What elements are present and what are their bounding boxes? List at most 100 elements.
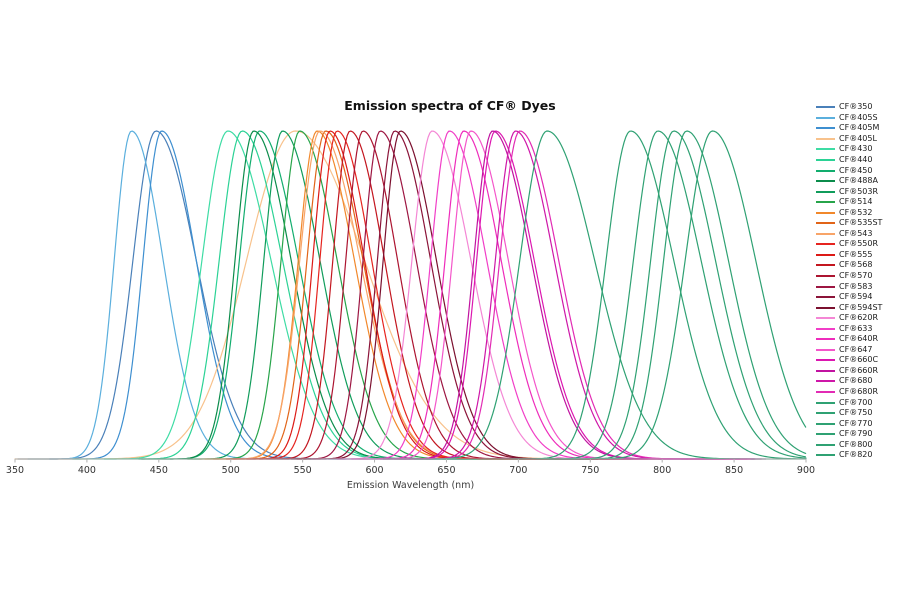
legend-item: CF®488A (816, 176, 882, 187)
legend-item: CF®430 (816, 144, 882, 155)
legend-swatch (816, 359, 835, 362)
legend-label: CF®640R (839, 334, 879, 344)
legend-swatch (816, 391, 835, 394)
legend-swatch (816, 169, 835, 172)
legend-swatch (816, 275, 835, 278)
legend-label: CF®594ST (839, 302, 883, 312)
x-axis-tick-label: 900 (797, 465, 815, 476)
legend-swatch (816, 401, 835, 404)
legend-item: CF®660R (816, 366, 882, 377)
legend-swatch (816, 433, 835, 436)
legend-item: CF®555 (816, 250, 882, 261)
x-axis-tick-label: 800 (653, 465, 671, 476)
legend-item: CF®568 (816, 260, 882, 271)
legend-label: CF®430 (839, 144, 873, 154)
legend-label: CF®535ST (839, 218, 883, 228)
legend: CF®350 CF®405S CF®405M CF®405L CF®430 CF®440 C… (816, 102, 882, 461)
legend-swatch (816, 296, 835, 299)
legend-label: CF®800 (839, 439, 873, 449)
legend-label: CF®488A (839, 176, 878, 186)
legend-swatch (816, 264, 835, 267)
x-axis-tick-label: 550 (294, 465, 312, 476)
legend-swatch (816, 159, 835, 161)
legend-swatch (816, 317, 835, 320)
legend-label: CF®820 (839, 450, 873, 460)
spectrum-curve-cf514 (186, 130, 543, 460)
legend-item: CF®450 (816, 165, 882, 176)
spectrum-curve-cf790 (535, 130, 806, 460)
x-axis-tick-label: 400 (78, 465, 96, 476)
legend-swatch (816, 443, 835, 446)
legend-item: CF®633 (816, 323, 882, 334)
legend-swatch (816, 222, 835, 225)
x-axis-tick-label: 350 (6, 465, 24, 476)
chart-title: Emission spectra of CF® Dyes (344, 98, 556, 113)
legend-label: CF®532 (839, 207, 873, 217)
legend-item: CF®532 (816, 207, 882, 218)
legend-item: CF®800 (816, 440, 882, 451)
legend-label: CF®680 (839, 376, 873, 386)
legend-swatch (816, 148, 835, 151)
legend-label: CF®555 (839, 249, 873, 259)
legend-item: CF®535ST (816, 218, 882, 229)
legend-item: CF®660C (816, 355, 882, 366)
legend-swatch (816, 306, 835, 309)
legend-swatch (816, 211, 835, 214)
spectrum-curve-cf820 (547, 130, 807, 460)
legend-swatch (816, 137, 835, 140)
legend-item: CF®640R (816, 334, 882, 345)
spectrum-curve-cf770 (510, 130, 807, 460)
legend-item: CF®503R (816, 186, 882, 197)
legend-item: CF®680R (816, 387, 882, 398)
legend-label: CF®570 (839, 271, 873, 281)
legend-item: CF®550R (816, 239, 882, 250)
legend-label: CF®633 (839, 323, 873, 333)
spectrum-curve-cf450 (138, 130, 512, 460)
legend-label: CF®514 (839, 197, 873, 207)
legend-label: CF®503R (839, 186, 879, 196)
legend-item: CF®820 (816, 450, 882, 461)
legend-swatch (816, 180, 835, 183)
legend-swatch (816, 380, 835, 383)
spectrum-curve-cf800 (547, 130, 807, 460)
legend-swatch (816, 201, 835, 204)
x-axis-tick-label: 750 (581, 465, 599, 476)
legend-item: CF®620R (816, 313, 882, 324)
legend-label: CF®568 (839, 260, 873, 270)
legend-label: CF®405L (839, 133, 877, 143)
legend-label: CF®620R (839, 313, 879, 323)
legend-label: CF®770 (839, 418, 873, 428)
legend-swatch (816, 338, 835, 341)
legend-label: CF®594 (839, 292, 873, 302)
x-axis-label: Emission Wavelength (nm) (346, 480, 475, 491)
legend-label: CF®440 (839, 155, 873, 164)
legend-item: CF®700 (816, 397, 882, 408)
spectrum-curve-cf405l (14, 130, 584, 460)
legend-label: CF®680R (839, 387, 879, 397)
legend-swatch (816, 412, 835, 415)
legend-item: CF®750 (816, 408, 882, 419)
spectrum-curve-cf405m (48, 130, 689, 460)
legend-label: CF®543 (839, 228, 873, 238)
legend-label: CF®750 (839, 408, 873, 418)
legend-swatch (816, 116, 835, 119)
legend-label: CF®700 (839, 397, 873, 407)
legend-swatch (816, 369, 835, 372)
spectrum-curve-cf594st (296, 130, 663, 460)
x-axis-tick-label: 600 (365, 465, 383, 476)
legend-label: CF®790 (839, 429, 873, 439)
legend-item: CF®543 (816, 229, 882, 240)
legend-swatch (816, 232, 835, 235)
legend-label: CF®660C (839, 355, 879, 365)
legend-label: CF®405M (839, 123, 880, 133)
legend-swatch (816, 106, 835, 109)
legend-item: CF®514 (816, 197, 882, 208)
legend-label: CF®647 (839, 344, 873, 354)
x-axis-tick-label: 650 (437, 465, 455, 476)
legend-item: CF®583 (816, 281, 882, 292)
x-axis-tick-label: 500 (222, 465, 240, 476)
legend-swatch (816, 285, 835, 288)
legend-item: CF®405S (816, 113, 882, 124)
